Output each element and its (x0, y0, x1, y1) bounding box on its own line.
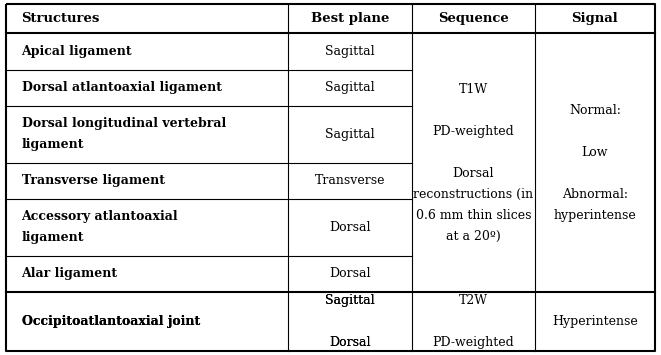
Text: Dorsal atlantoaxial ligament: Dorsal atlantoaxial ligament (22, 81, 221, 94)
Text: Transverse ligament: Transverse ligament (22, 174, 165, 187)
Text: Sagittal

Dorsal: Sagittal Dorsal (325, 294, 375, 349)
Text: Sequence: Sequence (438, 12, 509, 25)
Text: Accessory atlantoaxial
ligament: Accessory atlantoaxial ligament (22, 211, 178, 244)
Text: Alar ligament: Alar ligament (22, 267, 118, 280)
Text: Dorsal: Dorsal (329, 221, 371, 234)
Text: T1W

PD-weighted

Dorsal
reconstructions (in
0.6 mm thin slices
at a 20º): T1W PD-weighted Dorsal reconstructions (… (413, 83, 533, 243)
Text: Apical ligament: Apical ligament (22, 45, 132, 58)
Text: Transverse: Transverse (315, 174, 385, 187)
Text: Sagittal: Sagittal (325, 128, 375, 141)
Text: Dorsal: Dorsal (329, 267, 371, 280)
Text: Hyperintense: Hyperintense (552, 315, 638, 328)
Text: T2W

PD-weighted: T2W PD-weighted (432, 294, 514, 349)
Text: Best plane: Best plane (311, 12, 389, 25)
Text: Sagittal: Sagittal (325, 45, 375, 58)
Text: Occipitoatlantoaxial joint: Occipitoatlantoaxial joint (22, 315, 200, 328)
Text: Sagittal

Dorsal: Sagittal Dorsal (325, 294, 375, 349)
Text: Sagittal: Sagittal (325, 81, 375, 94)
Text: Structures: Structures (22, 12, 100, 25)
Text: Normal:

Low

Abnormal:
hyperintense: Normal: Low Abnormal: hyperintense (554, 104, 637, 222)
Text: Dorsal longitudinal vertebral
ligament: Dorsal longitudinal vertebral ligament (22, 118, 226, 152)
Text: Occipitoatlantoaxial joint: Occipitoatlantoaxial joint (22, 315, 200, 328)
Text: Signal: Signal (572, 12, 618, 25)
